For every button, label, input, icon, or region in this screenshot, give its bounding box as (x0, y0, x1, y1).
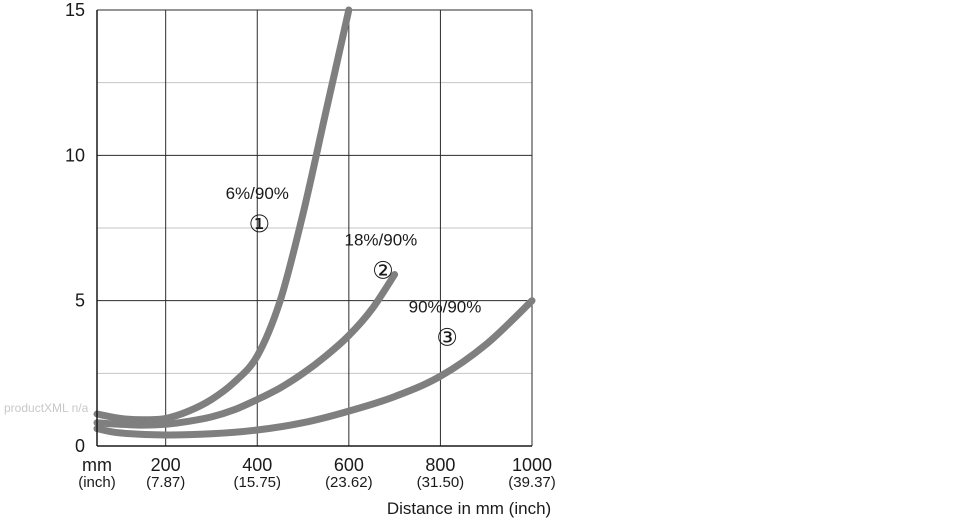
x-unit-sub-label: (inch) (78, 474, 116, 491)
chart-series (93, 6, 536, 439)
y-tick-label: 5 (75, 291, 85, 311)
curve-number-1: ① (249, 211, 271, 238)
y-tick-label: 10 (65, 145, 85, 165)
y-tick-label: 0 (75, 436, 85, 456)
series-line-2 (93, 271, 399, 429)
x-tick-label: 400 (242, 455, 272, 475)
chart-tick-labels: 051015200(7.87)400(15.75)600(23.62)800(3… (65, 0, 556, 491)
x-tick-sublabel: (23.62) (325, 474, 373, 491)
series-line-3 (93, 297, 536, 439)
watermark: productXML n/a (4, 401, 89, 415)
chart-grid (97, 9, 533, 447)
curve-label-3: 90%/90% (409, 297, 482, 316)
x-tick-label: 800 (425, 455, 455, 475)
x-axis-title: Distance in mm (inch) (387, 499, 551, 518)
curve-label-2: 18%/90% (345, 230, 418, 249)
curve-label-1: 6%/90% (226, 184, 289, 203)
x-tick-sublabel: (7.87) (146, 474, 185, 491)
series-line-1 (93, 6, 353, 424)
x-tick-label: 200 (151, 455, 181, 475)
chart-curve-labels: 6%/90% ① 18%/90% ② 90%/90% ③ (226, 184, 482, 351)
x-tick-sublabel: (15.75) (233, 474, 281, 491)
curve-number-3: ③ (436, 324, 458, 351)
x-tick-label: 1000 (512, 455, 552, 475)
curve-number-2: ② (372, 257, 394, 284)
x-unit-label: mm (82, 455, 112, 475)
x-tick-sublabel: (31.50) (417, 474, 465, 491)
x-tick-sublabel: (39.37) (508, 474, 556, 491)
y-tick-label: 15 (65, 0, 85, 20)
x-tick-label: 600 (334, 455, 364, 475)
chart-axes (96, 10, 532, 447)
